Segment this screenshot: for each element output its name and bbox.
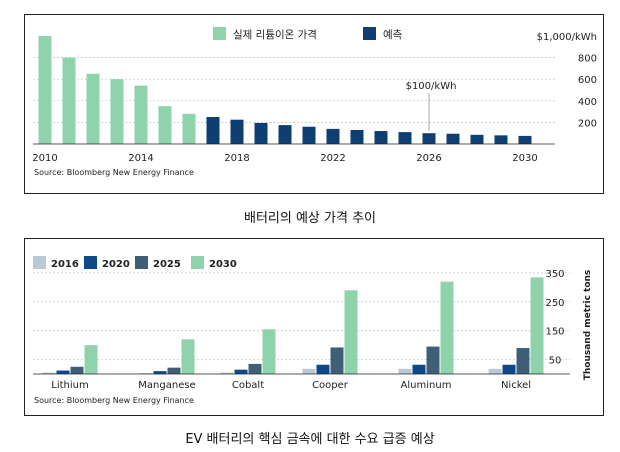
bar-2025: [167, 367, 181, 374]
y-tick-label: 50: [549, 356, 562, 367]
y-tick-label: 350: [545, 269, 564, 280]
metal-demand-chart: 350 250 150 50 Thousand metric tons Lithium Ma…: [33, 256, 593, 405]
bar-actual: [158, 106, 172, 144]
bar-2016: [139, 373, 153, 374]
bar-2016: [398, 368, 412, 374]
bar-2016: [42, 372, 56, 374]
source-note: Source: Bloomberg New Energy Finance: [34, 168, 194, 177]
bar-2020: [153, 371, 167, 374]
bar-2020: [502, 364, 516, 374]
annotation-label: $100/kWh: [406, 81, 457, 92]
bar-2016: [302, 368, 316, 374]
bar-forecast: [254, 122, 268, 144]
x-tick-label: 2014: [128, 153, 153, 164]
bar-forecast: [470, 134, 484, 144]
bar-2025: [426, 346, 440, 374]
legend-swatch: [33, 256, 46, 269]
bar-2030: [262, 329, 276, 374]
legend-label: 실제 리튬이온 가격: [233, 28, 317, 41]
legend-label: 2025: [153, 259, 181, 270]
bar-forecast: [302, 126, 316, 144]
bar-forecast: [518, 135, 532, 144]
battery-price-caption: 배터리의 예상 가격 추이: [244, 211, 376, 226]
metal-demand-caption: EV 배터리의 핵심 금속에 대한 수요 급증 예상: [185, 432, 435, 447]
category-label: Cooper: [312, 380, 349, 391]
category-label: Manganese: [138, 380, 195, 391]
y-tick-label: 600: [578, 75, 597, 86]
x-tick-label: 2018: [224, 153, 249, 164]
x-tick-label: 2010: [32, 153, 57, 164]
metal-demand-chart-panel: 350 250 150 50 Thousand metric tons Lithium Ma…: [24, 238, 604, 416]
bar-2020: [316, 364, 330, 374]
bar-2030: [440, 281, 454, 374]
legend-label: 2030: [209, 259, 237, 270]
y-tick-label: 250: [545, 298, 564, 309]
bar-forecast: [230, 119, 244, 144]
legend-swatch: [213, 27, 226, 40]
bar-forecast: [278, 125, 292, 144]
category-label: Lithium: [51, 380, 88, 391]
y-tick-label: 800: [578, 54, 597, 65]
bar-2025: [248, 363, 262, 374]
bar-actual: [86, 73, 100, 144]
y-tick-label: 400: [578, 97, 597, 108]
y-tick-label: 150: [545, 327, 564, 338]
category-label: Nickel: [501, 380, 531, 391]
bar-forecast: [206, 117, 220, 144]
bar-2020: [234, 369, 248, 374]
category-label: Aluminum: [401, 380, 452, 391]
bar-forecast: [422, 133, 436, 144]
battery-price-chart-panel: $1,000/kWh 800 600 400 200 $100/kWh 2010 2014 20…: [24, 14, 604, 194]
bar-2030: [530, 277, 544, 374]
category-label: Cobalt: [232, 380, 264, 391]
x-tick-label: 2022: [320, 153, 345, 164]
bar-forecast: [446, 133, 460, 144]
bar-actual: [110, 79, 124, 144]
bar-2020: [412, 364, 426, 374]
legend-label: 예측: [383, 28, 403, 41]
bar-actual: [134, 85, 148, 144]
bar-forecast: [374, 131, 388, 144]
bar-2030: [84, 345, 98, 374]
x-tick-label: 2030: [512, 153, 537, 164]
source-note: Source: Bloomberg New Energy Finance: [34, 396, 194, 405]
bar-2030: [344, 290, 358, 374]
bar-2025: [70, 366, 84, 374]
bar-2030: [181, 339, 195, 374]
legend-swatch: [191, 256, 204, 269]
bar-actual: [38, 36, 52, 144]
legend-label: 2016: [51, 259, 79, 270]
bar-actual: [182, 113, 196, 144]
legend-label: 2020: [102, 259, 130, 270]
bar-actual: [62, 57, 76, 144]
bar-forecast: [350, 129, 364, 144]
bar-2025: [516, 348, 530, 374]
y-axis-label: Thousand metric tons: [583, 270, 593, 381]
bar-2020: [56, 370, 70, 374]
bar-forecast: [494, 135, 508, 144]
y-tick-label: $1,000/kWh: [537, 32, 597, 43]
legend-swatch: [135, 256, 148, 269]
bar-2016: [488, 368, 502, 374]
legend-swatch: [363, 27, 376, 40]
battery-price-chart: $1,000/kWh 800 600 400 200 $100/kWh 2010 2014 20…: [32, 27, 597, 177]
bar-forecast: [398, 132, 412, 144]
bar-forecast: [326, 128, 340, 144]
bar-2025: [330, 347, 344, 374]
x-tick-label: 2026: [416, 153, 441, 164]
legend-swatch: [84, 256, 97, 269]
bar-2016: [220, 372, 234, 374]
y-tick-label: 200: [578, 118, 597, 129]
